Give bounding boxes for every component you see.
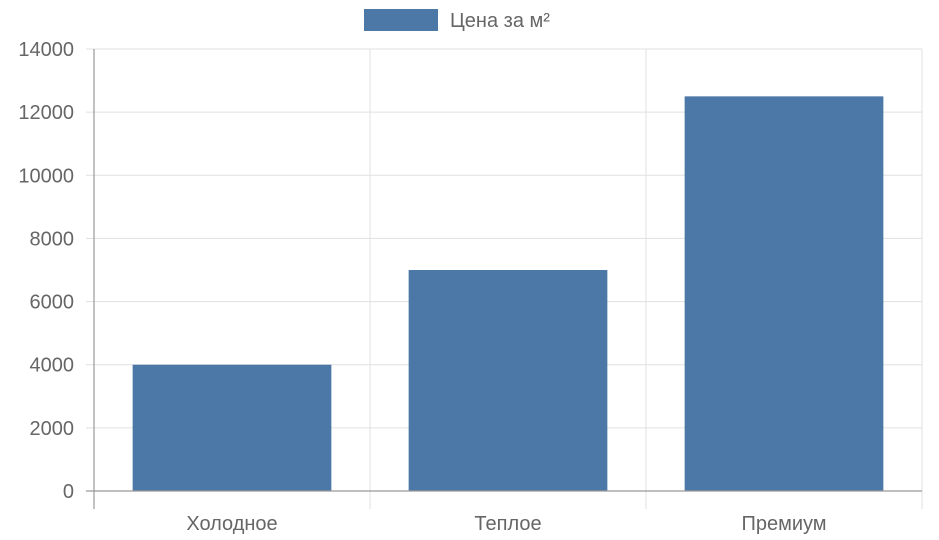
legend-swatch xyxy=(364,9,438,31)
legend-label: Цена за м² xyxy=(450,10,550,32)
tick-labels-layer: 0 2000 4000 6000 8000 10000 12000 14000 Холодное… xyxy=(18,39,826,535)
bar-2 xyxy=(684,96,884,491)
y-tick-label: 10000 xyxy=(18,165,74,187)
x-tick-label: Премиум xyxy=(741,513,826,535)
bar-1 xyxy=(408,270,608,491)
y-tick-label: 0 xyxy=(63,481,74,503)
y-tick-label: 14000 xyxy=(18,39,74,61)
x-tick-label: Теплое xyxy=(474,513,541,535)
y-tick-label: 8000 xyxy=(30,228,75,250)
y-tick-label: 2000 xyxy=(30,418,75,440)
y-tick-label: 4000 xyxy=(30,355,75,377)
axes-layer xyxy=(86,48,922,509)
x-tick-label: Холодное xyxy=(186,513,277,535)
bar-0 xyxy=(132,364,332,491)
y-tick-label: 12000 xyxy=(18,102,74,124)
legend: Цена за м² xyxy=(364,9,550,32)
bars-layer xyxy=(132,96,884,491)
y-tick-label: 6000 xyxy=(30,292,75,314)
